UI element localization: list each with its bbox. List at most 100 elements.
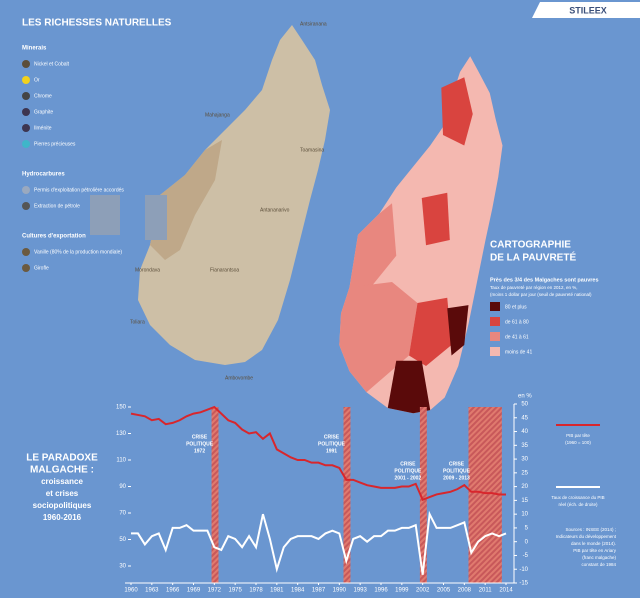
place-label: Antsiranana [300, 21, 327, 27]
y2-tick-label: 0 [525, 539, 529, 545]
poverty-label: moins de 41 [505, 349, 532, 355]
x-tick-label: 1969 [187, 588, 201, 594]
legend-item: Girofle [34, 265, 49, 271]
place-label: Mahajanga [205, 112, 230, 118]
legend-item: Nickel et Cobalt [34, 61, 70, 67]
poverty-swatch [490, 302, 500, 311]
legend-item: Graphite [34, 109, 53, 115]
legend-item: Or [34, 77, 40, 83]
x-tick-label: 1990 [333, 588, 347, 594]
legend-group: Cultures d'exportation [22, 234, 86, 240]
poverty-title: DE LA PAUVRETÉ [490, 251, 576, 264]
x-tick-label: 2014 [499, 588, 513, 594]
x-tick-label: 1984 [291, 588, 305, 594]
poverty-label: 80 et plus [505, 304, 527, 310]
x-tick-label: 1960 [124, 588, 138, 594]
legend-icon [22, 186, 30, 194]
crisis-label: 1972 [194, 448, 205, 454]
x-tick-label: 2008 [458, 588, 472, 594]
y2-tick-label: 25 [521, 470, 528, 476]
place-label: Fianarantsoa [210, 267, 239, 273]
place-label: Toliara [130, 319, 145, 325]
legend-label: réel (éch. de droite) [558, 502, 598, 507]
legend-group: Hydrocarbures [22, 172, 65, 178]
crisis-band [468, 407, 502, 583]
y2-tick-label: 35 [521, 443, 528, 449]
crisis-label: CRISE [400, 461, 416, 467]
legend-icon [22, 124, 30, 132]
x-tick-label: 1978 [249, 588, 263, 594]
crisis-band [343, 407, 351, 583]
legend-icon [22, 202, 30, 210]
map-title: LES RICHESSES NATURELLES [22, 18, 172, 29]
crisis-label: POLITIQUE [186, 441, 214, 447]
crisis-label: CRISE [324, 434, 340, 440]
legend-icon [22, 76, 30, 84]
place-label: Antananarivo [260, 207, 290, 213]
chart-title: 1960-2016 [43, 513, 82, 522]
legend-item: Extraction de pétrole [34, 203, 80, 209]
crisis-label: CRISE [449, 461, 465, 467]
logo-text: STILEEX [569, 5, 607, 15]
y2-tick-label: -5 [523, 553, 529, 559]
crisis-band [419, 407, 427, 583]
y2-axis-label: en % [518, 394, 532, 400]
x-tick-label: 1966 [166, 588, 180, 594]
chart-title: LE PARADOXE [26, 453, 98, 464]
y2-tick-label: 40 [521, 429, 528, 435]
poverty-map [339, 56, 503, 414]
poverty-label: de 41 à 61 [505, 334, 529, 340]
x-tick-label: 2002 [416, 588, 430, 594]
y2-tick-label: 10 [521, 512, 528, 518]
crisis-label: CRISE [192, 434, 208, 440]
legend-label: (1960 = 100) [565, 440, 591, 445]
place-label: Toamasina [300, 147, 324, 153]
poverty-subtitle: Près des 3/4 des Malgaches sont pauvres [490, 277, 599, 283]
x-tick-label: 1999 [395, 588, 409, 594]
y-tick-label: 130 [116, 431, 127, 437]
y2-tick-label: 45 [521, 415, 528, 421]
resources-legend: Minerais Nickel et Cobalt Or Chrome Graphite… [22, 46, 124, 272]
chart-title: croissance [41, 477, 83, 486]
x-tick-label: 1993 [353, 588, 367, 594]
poverty-swatch [490, 332, 500, 341]
legend-item: Permis d'exploitation pétrolière accordé… [34, 187, 124, 193]
poverty-swatch [490, 317, 500, 326]
y2-tick-label: -15 [519, 581, 528, 587]
source: PIB par tête en Ariary [573, 548, 617, 553]
y-tick-label: 50 [119, 537, 126, 543]
legend-label: Taux de croissance du PIB [551, 495, 604, 500]
legend-icon [22, 140, 30, 148]
x-tick-label: 1963 [145, 588, 159, 594]
place-label: Morondava [135, 267, 160, 273]
chart-title: sociopolitiques [33, 501, 92, 510]
x-tick-label: 2011 [479, 588, 493, 594]
y2-tick-label: 20 [521, 484, 528, 490]
source: constant de 1984 [581, 562, 616, 567]
legend-icon [22, 248, 30, 256]
legend-icon [22, 264, 30, 272]
legend-group: Minerais [22, 46, 47, 52]
legend-item: Ilménite [34, 125, 52, 131]
y-tick-label: 150 [116, 405, 127, 411]
series-line [131, 510, 507, 575]
x-tick-label: 1981 [270, 588, 284, 594]
crisis-label: POLITIQUE [318, 441, 346, 447]
crisis-label: 1991 [326, 448, 337, 454]
y-tick-label: 70 [119, 511, 126, 517]
source: Indicateurs du développement [556, 534, 617, 539]
y-tick-label: 30 [119, 564, 126, 570]
madagascar-map [138, 25, 330, 365]
x-tick-label: 1996 [374, 588, 388, 594]
legend-item: Chrome [34, 93, 52, 99]
crisis-label: POLITIQUE [394, 468, 422, 474]
crisis-label: POLITIQUE [443, 468, 471, 474]
series-line [130, 405, 506, 502]
source: Sources : INSEE (2014) ; [565, 527, 616, 532]
poverty-swatch [490, 347, 500, 356]
legend-icon [22, 92, 30, 100]
x-tick-label: 1972 [208, 588, 222, 594]
chart-title: MALGACHE : [30, 465, 94, 476]
